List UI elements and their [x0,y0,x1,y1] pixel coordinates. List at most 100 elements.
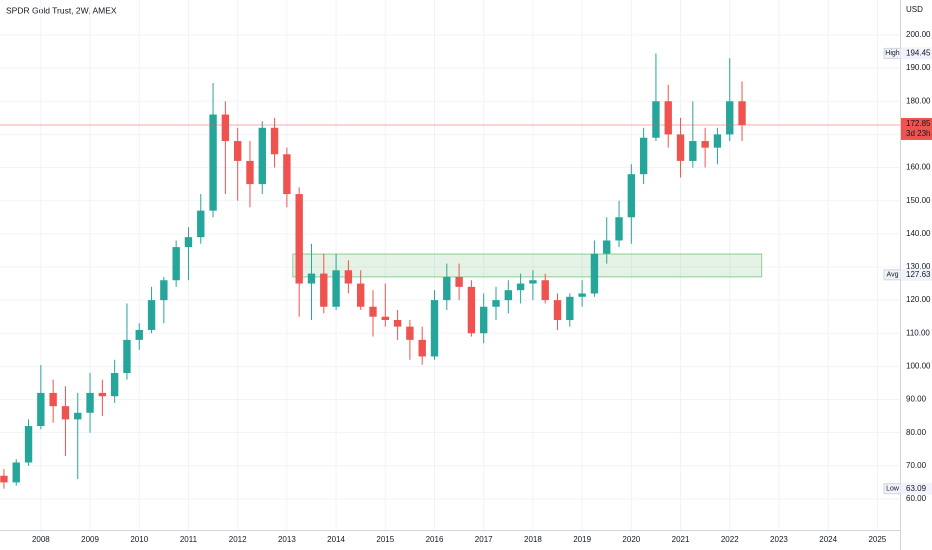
last-price-box [901,117,932,140]
y-tick-label: 140.00 [906,229,931,238]
candle-body [393,319,402,327]
y-tick-label: 80.00 [906,428,927,437]
marker-label: Low [886,486,900,493]
x-tick-label: 2016 [426,535,444,544]
x-tick-label: 2025 [868,535,886,544]
candle-body [344,270,353,284]
y-tick-label: 120.00 [906,295,931,304]
x-tick-label: 2022 [721,535,739,544]
candle-body [369,306,377,317]
candle-body [553,300,562,320]
y-tick-label: 150.00 [906,196,931,205]
x-tick-label: 2019 [573,535,591,544]
candle-body [233,141,242,161]
candle-body [738,101,746,125]
candle-body [356,283,365,307]
candle-body [480,306,488,334]
candle-body [664,101,672,135]
currency: USD [906,5,923,14]
candle-body [172,247,180,281]
marker-value: 194.45 [906,48,931,57]
marker-value-box [901,47,932,60]
candle-body [0,475,8,483]
candle-body [726,101,734,135]
x-tick-label: 2011 [180,535,198,544]
candle-body [332,270,340,307]
candle-body [578,293,586,297]
y-tick-label: 180.00 [906,96,931,105]
candle-body [516,283,525,291]
candle-body [566,296,574,320]
candle-body [98,392,107,397]
marker-value: 63.09 [906,484,927,493]
candle-body [37,392,45,427]
candle-body [676,134,685,161]
y-tick-label: 190.00 [906,63,931,72]
candle-body [147,300,156,330]
candle-body [406,326,414,340]
candle-body [12,462,20,483]
candle-body [24,426,33,463]
y-tick-label: 100.00 [906,361,931,370]
last-price: 172.85 [906,119,931,128]
candle-body [504,290,513,301]
marker-value: 127.63 [906,270,931,279]
candle-body [320,273,328,307]
y-tick-label: 110.00 [906,328,930,337]
candle-body [197,210,205,238]
candle-body [258,127,266,185]
marker-label: Avg [887,272,899,279]
candle-body [455,276,463,287]
candle-body [246,160,254,185]
candle-body [307,273,316,284]
marker-value-box [901,482,932,495]
x-tick-label: 2020 [622,535,640,544]
candle-body [467,286,476,334]
candle-body [701,141,709,148]
candle-body [221,114,230,142]
candle-body [713,134,722,148]
x-tick-label: 2010 [130,535,148,544]
x-tick-label: 2017 [475,535,493,544]
candle-body [381,316,389,320]
candle-body [123,339,131,374]
candle-body [492,300,500,307]
candle-body [184,237,193,248]
candle-body [110,373,119,397]
candle-body [443,276,451,301]
x-tick-label: 2018 [524,535,542,544]
zone [292,253,763,278]
candle-body [74,412,82,420]
candle-body [689,141,697,161]
candle-body [590,253,599,294]
y-tick-label: 200.00 [906,30,931,39]
candle-body [639,137,648,175]
y-tick-label: 70.00 [906,461,927,470]
x-tick-label: 2009 [81,535,99,544]
x-tick-label: 2015 [376,535,394,544]
y-tick-label: 90.00 [906,395,927,404]
candle-body [529,280,537,284]
candle-body [295,194,303,284]
x-tick-label: 2008 [32,535,50,544]
x-tick-label: 2021 [672,535,690,544]
candle-body [49,392,57,407]
candle-body [603,240,611,254]
candle-body [135,329,143,340]
x-tick-label: 2013 [278,535,296,544]
candle-body [283,154,291,195]
marker-value-box [901,268,932,281]
y-tick-label: 160.00 [906,163,931,172]
countdown: 3d 23h [906,129,930,138]
y-tick-label: 60.00 [906,494,927,503]
candle-body [627,174,636,218]
candle-body [615,217,623,241]
candle-body [430,300,439,357]
candle-body [160,280,168,301]
x-tick-label: 2012 [229,535,247,544]
candle-body [209,114,217,211]
x-tick-label: 2014 [327,535,345,544]
x-tick-label: 2023 [770,535,788,544]
